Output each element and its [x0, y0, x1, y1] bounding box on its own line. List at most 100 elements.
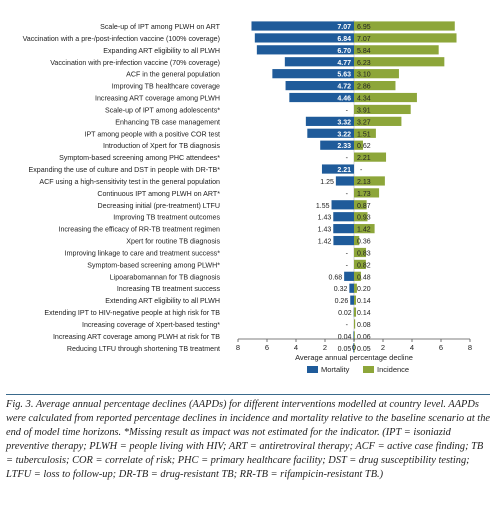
category-label: Decreasing initial (pre-treatment) LTFU [98, 202, 220, 210]
incidence-bar [354, 200, 367, 210]
incidence-bar [354, 33, 457, 43]
mortality-bar [353, 343, 354, 353]
x-tick-label: 8 [468, 343, 472, 352]
mortality-value-label: 1.43 [318, 215, 332, 222]
category-label: Vaccination with pre-infection vaccine (… [50, 59, 220, 67]
mortality-missing-label: - [346, 250, 349, 257]
category-label: Introduction of Xpert for TB diagnosis [103, 142, 220, 150]
incidence-value-label: 6.95 [357, 24, 371, 31]
incidence-bar [354, 188, 380, 198]
mortality-bar [307, 128, 354, 138]
incidence-bar [354, 295, 357, 305]
mortality-value-label: 1.43 [318, 227, 332, 234]
mortality-value-label: 1.55 [316, 203, 330, 210]
incidence-bar [354, 116, 402, 126]
category-label: Scale-up of IPT among adolescents* [105, 106, 220, 114]
mortality-value-label: 2.21 [337, 167, 351, 174]
incidence-value-label: 6.23 [357, 60, 371, 67]
chart-bars: 7.07 6.95 6.84 7.07 6.70 5.84 4.77 6.23 5.63 3.10… [251, 21, 457, 353]
aapd-diverging-bar-chart: Scale-up of IPT among PLWH on ART Vaccina… [22, 20, 473, 374]
incidence-value-label: 0.08 [357, 322, 371, 329]
incidence-value-label: 5.84 [357, 48, 371, 55]
mortality-bar [321, 164, 354, 174]
category-label: Lipoarabomannan for TB diagnosis [110, 273, 221, 281]
incidence-bar [354, 235, 360, 246]
mortality-bar [254, 33, 354, 43]
x-tick-label: 2 [381, 343, 385, 352]
mortality-bar [289, 92, 354, 103]
mortality-value-label: 3.32 [337, 119, 351, 126]
mortality-value-label: 2.33 [337, 143, 351, 150]
category-label: Increasing ART coverage among PLWH [95, 95, 220, 103]
mortality-bar [285, 81, 354, 91]
incidence-bar [354, 92, 417, 103]
mortality-value-label: 0.32 [334, 286, 348, 293]
x-axis-title: Average annual percentage decline [295, 353, 413, 362]
incidence-bar [354, 128, 376, 138]
incidence-bar [354, 21, 455, 31]
incidence-bar [354, 331, 355, 341]
mortality-value-label: 1.25 [320, 179, 334, 186]
x-axis: 8 6 4 2 0 2 4 6 8 Average annual percentage decli… [236, 338, 472, 362]
incidence-value-label: 3.27 [357, 119, 371, 126]
mortality-value-label: 0.02 [338, 310, 352, 317]
incidence-value-label: 0.82 [357, 262, 371, 269]
category-label: Improving linkage to care and treatment … [65, 249, 221, 257]
legend-swatch-mortality [307, 366, 318, 373]
category-label: IPT among people with a positive COR tes… [84, 130, 220, 138]
incidence-value-label: 2.21 [357, 155, 371, 162]
incidence-value-label: 0.05 [357, 346, 371, 353]
mortality-missing-label: - [346, 107, 349, 114]
legend-swatch-incidence [363, 366, 374, 373]
mortality-bar [256, 45, 354, 55]
mortality-bar [335, 176, 354, 186]
category-label: Improving TB healthcare coverage [112, 83, 220, 91]
x-tick-label: 0 [352, 343, 356, 352]
incidence-bar [354, 104, 411, 115]
incidence-bar [354, 307, 357, 317]
category-label: ACF using a high-sensitivity test in the… [39, 178, 220, 186]
incidence-value-label: 1.73 [357, 191, 371, 198]
legend-label-mortality: Mortality [321, 365, 350, 374]
x-tick-label: 6 [265, 343, 269, 352]
mortality-value-label: 5.63 [337, 72, 351, 79]
mortality-value-label: 1.42 [318, 239, 332, 246]
mortality-value-label: 4.46 [337, 96, 351, 103]
mortality-bar [284, 57, 354, 67]
mortality-missing-label: - [346, 262, 349, 269]
mortality-bar [331, 200, 354, 210]
incidence-bar [354, 57, 445, 67]
category-label: Symptom-based screening among PHC attend… [59, 154, 220, 162]
incidence-value-label: 0.87 [357, 203, 371, 210]
category-label: Improving TB treatment outcomes [113, 214, 220, 222]
category-label: Increasing ART coverage among PLWH at ri… [53, 333, 220, 341]
mortality-bar [333, 224, 354, 234]
incidence-value-label: 4.34 [357, 96, 371, 103]
incidence-value-label: 2.13 [357, 179, 371, 186]
mortality-missing-label: - [346, 191, 349, 198]
figure-caption: Fig. 3. Average annual percentage declin… [6, 399, 490, 481]
incidence-value-label: 3.91 [357, 107, 371, 114]
category-label: Increasing TB treatment success [117, 285, 221, 293]
incidence-value-label: 0.83 [357, 250, 371, 257]
incidence-bar [354, 212, 368, 222]
x-tick-label: 2 [323, 343, 327, 352]
mortality-missing-label: - [346, 322, 349, 329]
incidence-bar [354, 283, 357, 293]
incidence-value-label: 3.10 [357, 72, 371, 79]
category-labels: Scale-up of IPT among PLWH on ART Vaccina… [23, 23, 221, 353]
incidence-bar [354, 247, 367, 258]
category-label: ACF in the general population [126, 71, 220, 79]
incidence-value-label: 2.86 [357, 84, 371, 91]
incidence-value-label: 1.42 [357, 227, 371, 234]
mortality-value-label: 7.07 [337, 24, 351, 31]
incidence-bar [354, 140, 363, 150]
incidence-missing-label: - [360, 167, 363, 174]
incidence-bar [354, 176, 385, 186]
incidence-bar [354, 81, 396, 91]
mortality-value-label: 0.68 [329, 274, 343, 281]
category-label: Xpert for routine TB diagnosis [126, 238, 220, 246]
legend: Mortality Incidence [307, 365, 409, 374]
caption-divider [6, 394, 490, 395]
incidence-value-label: 0.14 [357, 310, 371, 317]
